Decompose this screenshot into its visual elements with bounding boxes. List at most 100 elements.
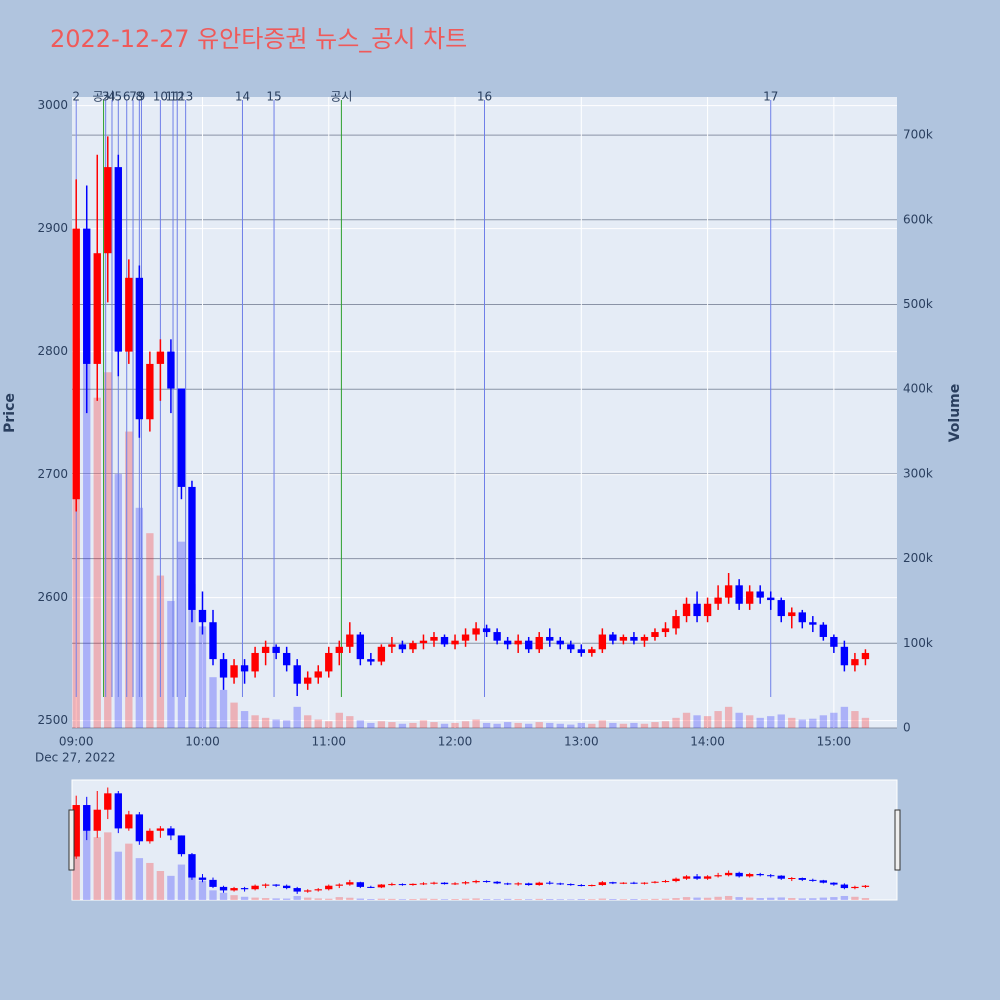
slider-volume-bar xyxy=(167,875,175,900)
candle-body xyxy=(472,628,480,635)
slider-candle-body xyxy=(240,888,249,890)
volume-bar xyxy=(293,706,301,728)
volume-bar xyxy=(588,723,596,728)
candle-body xyxy=(851,659,859,666)
volume-bar xyxy=(788,717,796,728)
slider-volume-bar xyxy=(198,880,207,900)
slider-candle-body xyxy=(546,882,554,884)
slider-volume-bar xyxy=(598,898,607,900)
slider-candle-body xyxy=(125,814,133,829)
candle-body xyxy=(282,652,291,666)
slider-volume-bar xyxy=(104,832,112,900)
volume-bar xyxy=(346,716,354,728)
slider-candle-body xyxy=(577,885,585,887)
volume-bar xyxy=(335,712,343,728)
x-date-label: Dec 27, 2022 xyxy=(35,751,115,765)
slider-volume-bar xyxy=(156,871,165,900)
slider-candle-body xyxy=(230,888,238,891)
event-label: 공시 xyxy=(93,90,115,104)
slider-candle-body xyxy=(104,793,112,810)
slider-volume-bar xyxy=(293,895,301,900)
candle-body xyxy=(640,636,649,641)
slider-volume-bar xyxy=(514,899,522,900)
slider-volume-bar xyxy=(367,899,375,900)
slider-candle-body xyxy=(809,879,817,881)
volume-bar xyxy=(777,714,785,728)
volume-bar xyxy=(83,279,91,728)
candle-body xyxy=(767,597,775,601)
candle-body xyxy=(788,612,796,617)
slider-volume-bar xyxy=(261,898,270,900)
candle-body xyxy=(314,671,322,678)
volume-bar xyxy=(314,719,322,728)
slider-volume-bar xyxy=(546,899,554,900)
volume-bar xyxy=(809,718,817,728)
candle-body xyxy=(261,646,270,653)
volume-bar xyxy=(830,712,838,728)
volume-bar xyxy=(735,712,743,728)
volume-bar xyxy=(798,719,806,728)
candle-body xyxy=(419,640,428,644)
volume-bar xyxy=(167,600,175,728)
slider-candle-body xyxy=(672,878,680,882)
volume-bar xyxy=(619,723,628,728)
candle-body xyxy=(209,622,217,660)
volume-bar xyxy=(367,722,375,728)
x-tick-label: 15:00 xyxy=(817,735,852,749)
candle-body xyxy=(482,628,491,633)
candle-body xyxy=(156,351,165,364)
slider-volume-bar xyxy=(640,899,649,900)
volume-bar xyxy=(630,722,638,728)
slider-candle-body xyxy=(567,884,575,886)
candle-body xyxy=(745,591,754,604)
y-tick-label: 2800 xyxy=(37,344,68,358)
volume-bar xyxy=(388,722,396,728)
slider-volume-bar xyxy=(851,896,859,900)
slider-candle-body xyxy=(472,881,480,883)
slider-candle-body xyxy=(367,886,375,888)
slider-volume-bar xyxy=(767,897,775,900)
slider-candle-body xyxy=(272,884,280,886)
slider-volume-bar xyxy=(177,864,186,900)
slider-volume-bar xyxy=(798,898,806,900)
slider-volume-bar xyxy=(619,899,628,900)
slider-candle-body xyxy=(745,874,754,877)
slider-candle-body xyxy=(514,883,522,885)
event-label: 8 xyxy=(136,90,144,104)
candle-body xyxy=(588,649,596,653)
slider-candle-body xyxy=(693,876,701,879)
volume-bar xyxy=(567,724,575,728)
candle-body xyxy=(93,253,101,364)
slider-candle-body xyxy=(609,882,617,884)
volume-bar xyxy=(461,721,470,728)
volume-bar xyxy=(714,711,722,728)
event-label: 공시 xyxy=(330,90,352,104)
volume-bar xyxy=(282,720,291,728)
slider-volume-bar xyxy=(567,899,575,900)
slider-volume-bar xyxy=(398,899,407,900)
volume-bar xyxy=(451,722,459,728)
event-label: 17 xyxy=(763,90,778,104)
event-label: 12 xyxy=(170,90,185,104)
slider-candle-body xyxy=(261,884,270,886)
slider-volume-bar xyxy=(630,899,638,900)
candle-body xyxy=(630,636,638,641)
candle-body xyxy=(430,636,438,641)
volume-bar xyxy=(146,533,154,728)
slider-volume-bar xyxy=(861,898,870,900)
slider-handle[interactable] xyxy=(68,809,75,871)
slider-candle-body xyxy=(167,828,175,836)
slider-volume-bar xyxy=(672,898,680,900)
slider-candle-body xyxy=(398,884,407,886)
candle-body xyxy=(525,640,533,650)
candle-body xyxy=(114,167,122,352)
volume-bar xyxy=(125,431,133,728)
volume-bar xyxy=(577,722,585,728)
slider-volume-bar xyxy=(472,898,480,900)
volume-bar xyxy=(198,626,207,728)
candle-body xyxy=(672,616,680,629)
slider-candle-body xyxy=(661,881,670,883)
slider-handle[interactable] xyxy=(894,809,901,871)
event-label: 4 xyxy=(108,90,116,104)
